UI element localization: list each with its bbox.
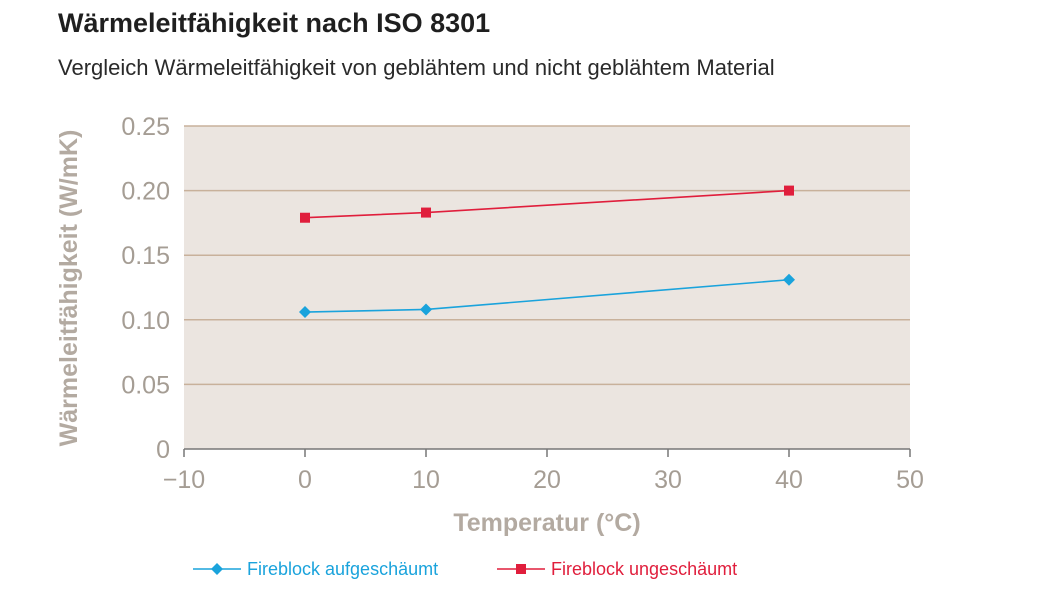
y-tick-label: 0.25 xyxy=(121,113,170,141)
y-tick-label: 0.20 xyxy=(121,178,170,206)
series-1 xyxy=(299,273,795,319)
data-point xyxy=(421,207,431,218)
data-point xyxy=(420,303,432,316)
data-point xyxy=(784,185,794,196)
data-point xyxy=(299,306,311,319)
y-tick-label: 0 xyxy=(156,436,170,464)
x-tick-label: 20 xyxy=(533,466,561,494)
legend-item-1: Fireblock aufgeschäumt xyxy=(193,559,438,579)
chart-title: Wärmeleitfähigkeit nach ISO 8301 xyxy=(58,8,491,38)
x-tick-label: 0 xyxy=(298,466,312,494)
y-axis-ticks: 0 0.05 0.10 0.15 0.20 0.25 xyxy=(121,113,170,464)
data-point xyxy=(783,273,795,286)
legend-marker xyxy=(211,563,223,575)
legend: Fireblock aufgeschäumt Fireblock ungeschä… xyxy=(193,559,737,579)
plot-area xyxy=(184,126,910,449)
data-point xyxy=(300,212,310,223)
series-2 xyxy=(300,185,794,223)
y-axis-label: Wärmeleitfähigkeit (W/mK) xyxy=(55,130,83,447)
y-tick-label: 0.05 xyxy=(121,371,170,399)
x-tick-label: 50 xyxy=(896,466,924,494)
x-axis-label: Temperatur (°C) xyxy=(453,509,640,537)
legend-item-2: Fireblock ungeschäumt xyxy=(497,559,737,579)
x-tick-label: −10 xyxy=(163,466,205,494)
legend-label: Fireblock aufgeschäumt xyxy=(247,559,438,579)
legend-marker xyxy=(516,564,526,574)
x-axis-ticks: −10 0 10 20 30 40 50 xyxy=(163,449,924,494)
y-tick-label: 0.10 xyxy=(121,307,170,335)
x-tick-label: 10 xyxy=(412,466,440,494)
chart-subtitle: Vergleich Wärmeleitfähigkeit von gebläht… xyxy=(58,55,775,80)
x-tick-label: 40 xyxy=(775,466,803,494)
legend-label: Fireblock ungeschäumt xyxy=(551,559,737,579)
y-tick-label: 0.15 xyxy=(121,242,170,270)
x-tick-label: 30 xyxy=(654,466,682,494)
series-group xyxy=(299,185,795,319)
